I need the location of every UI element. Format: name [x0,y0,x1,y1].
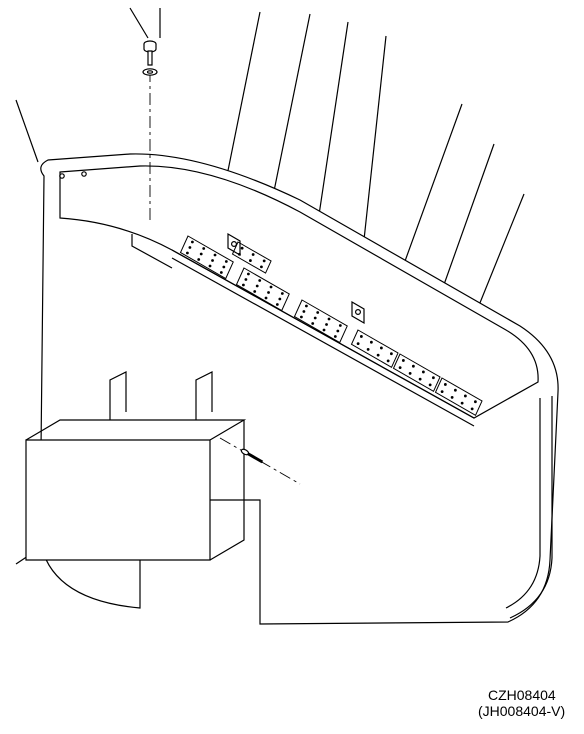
engineering-diagram: CZH08404 (JH008404-V) [0,0,584,734]
reference-label: (JH008404-V) [478,703,565,719]
drawing-number-label: CZH08404 [488,687,556,703]
